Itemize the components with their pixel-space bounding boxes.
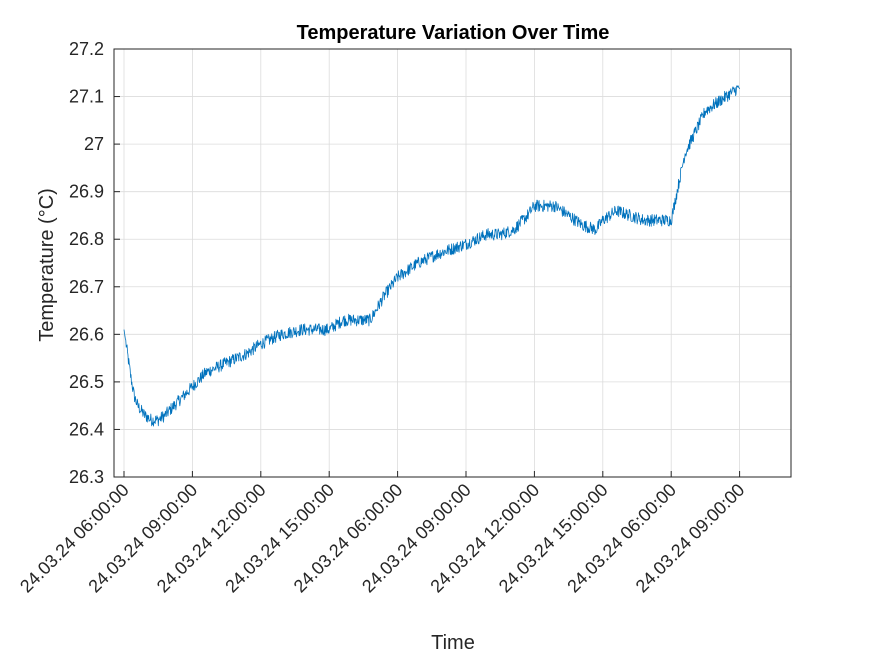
y-tick-label: 26.3 bbox=[69, 467, 104, 487]
y-axis-label: Temperature (°C) bbox=[36, 188, 58, 342]
y-tick-label: 27 bbox=[84, 134, 104, 154]
y-tick-label: 26.4 bbox=[69, 419, 104, 439]
y-tick-label: 26.7 bbox=[69, 277, 104, 297]
temperature-series-line bbox=[123, 85, 740, 427]
axes-box bbox=[113, 48, 792, 478]
y-tick-label: 27.2 bbox=[69, 39, 104, 59]
y-axis-ticks: 26.3 26.4 26.5 26.6 26.7 26.8 26.9 27 27.1 27.2 bbox=[69, 39, 120, 487]
chart-title: Temperature Variation Over Time bbox=[297, 22, 610, 44]
series-layer bbox=[123, 85, 740, 427]
x-axis-label: Time bbox=[431, 632, 475, 654]
y-tick-label: 26.5 bbox=[69, 372, 104, 392]
y-tick-label: 26.8 bbox=[69, 229, 104, 249]
y-tick-label: 26.6 bbox=[69, 324, 104, 344]
y-tick-label: 26.9 bbox=[69, 182, 104, 202]
y-tick-label: 27.1 bbox=[69, 87, 104, 107]
plot-area bbox=[114, 49, 791, 477]
